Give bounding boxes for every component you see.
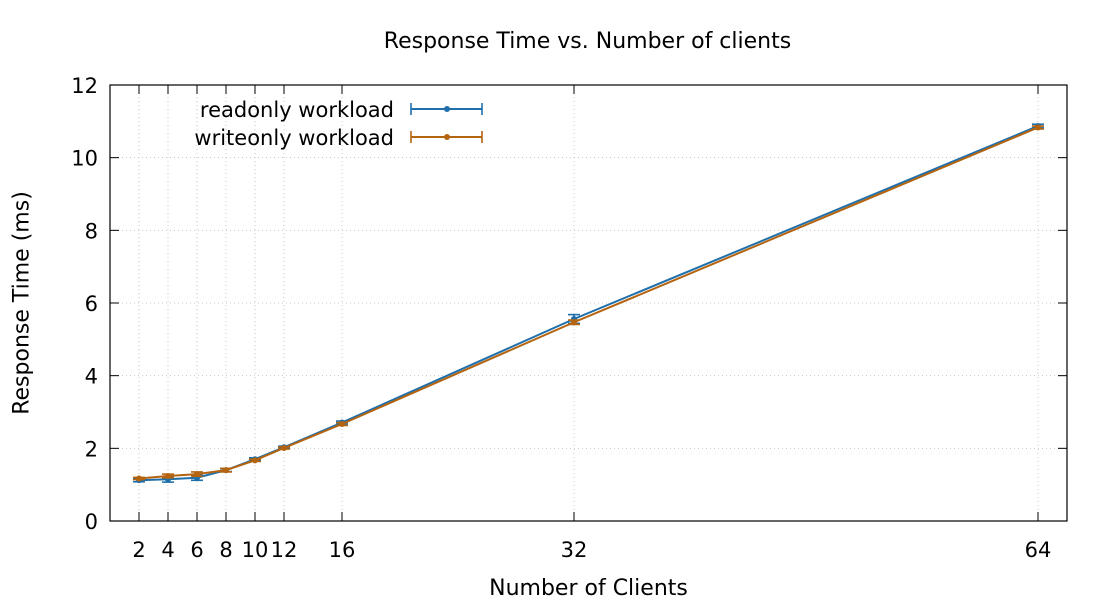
legend-label: writeonly workload <box>194 126 394 150</box>
y-tick-label: 2 <box>85 437 98 461</box>
data-point <box>252 457 258 464</box>
x-tick-label: 12 <box>271 538 298 562</box>
data-point <box>136 475 142 482</box>
x-tick-label: 10 <box>242 538 269 562</box>
y-tick-label: 8 <box>85 219 98 243</box>
x-tick-label: 32 <box>561 538 588 562</box>
y-tick-label: 4 <box>85 365 98 389</box>
plot-border <box>109 84 1068 522</box>
data-point <box>194 471 200 478</box>
data-point <box>165 472 171 479</box>
legend-marker <box>444 134 450 140</box>
x-tick-label: 8 <box>219 538 232 562</box>
x-tick-label: 4 <box>161 538 174 562</box>
y-tick-label: 10 <box>71 147 98 171</box>
series-line-1 <box>138 126 1039 480</box>
data-point <box>571 319 577 326</box>
y-tick-label: 0 <box>85 510 98 534</box>
data-point <box>223 467 229 474</box>
data-point <box>281 444 287 451</box>
x-tick-label: 2 <box>132 538 145 562</box>
chart-title: Response Time vs. Number of clients <box>383 29 792 54</box>
y-tick-label: 6 <box>85 292 98 316</box>
y-tick-label: 12 <box>71 74 98 98</box>
series-line-0 <box>138 125 1039 482</box>
x-axis-label: Number of Clients <box>489 576 688 601</box>
x-tick-label: 64 <box>1025 538 1052 562</box>
data-point <box>1035 124 1041 131</box>
legend-label: readonly workload <box>200 98 394 122</box>
data-point <box>339 420 345 427</box>
x-tick-label: 16 <box>329 538 356 562</box>
x-tick-label: 6 <box>190 538 203 562</box>
legend-marker <box>444 106 450 112</box>
